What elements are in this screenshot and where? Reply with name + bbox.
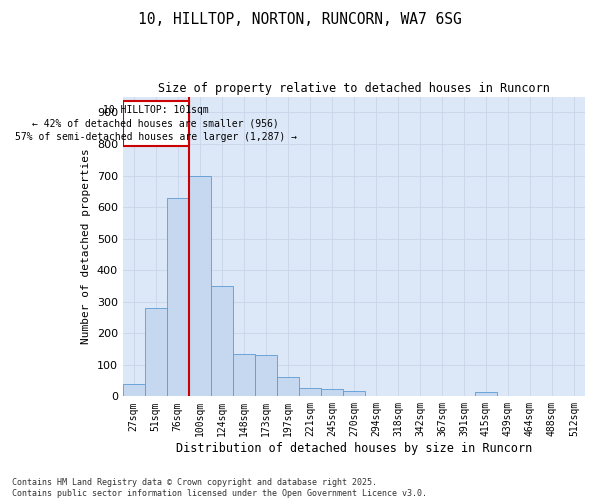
- Bar: [189, 176, 211, 396]
- Bar: [321, 390, 343, 396]
- FancyBboxPatch shape: [123, 102, 189, 146]
- Bar: [145, 308, 167, 396]
- Text: 57% of semi-detached houses are larger (1,287) →: 57% of semi-detached houses are larger (…: [15, 132, 297, 141]
- Title: Size of property relative to detached houses in Runcorn: Size of property relative to detached ho…: [158, 82, 550, 96]
- Y-axis label: Number of detached properties: Number of detached properties: [81, 148, 91, 344]
- Bar: [255, 356, 277, 397]
- Text: ← 42% of detached houses are smaller (956): ← 42% of detached houses are smaller (95…: [32, 118, 279, 128]
- Bar: [277, 378, 299, 396]
- Bar: [233, 354, 255, 397]
- Text: 10, HILLTOP, NORTON, RUNCORN, WA7 6SG: 10, HILLTOP, NORTON, RUNCORN, WA7 6SG: [138, 12, 462, 28]
- Bar: [299, 388, 321, 396]
- X-axis label: Distribution of detached houses by size in Runcorn: Distribution of detached houses by size …: [176, 442, 532, 455]
- Bar: [123, 384, 145, 396]
- Bar: [167, 198, 189, 396]
- Text: 10 HILLTOP: 101sqm: 10 HILLTOP: 101sqm: [103, 105, 209, 115]
- Bar: [343, 390, 365, 396]
- Bar: [211, 286, 233, 397]
- Bar: [475, 392, 497, 396]
- Text: Contains HM Land Registry data © Crown copyright and database right 2025.
Contai: Contains HM Land Registry data © Crown c…: [12, 478, 427, 498]
